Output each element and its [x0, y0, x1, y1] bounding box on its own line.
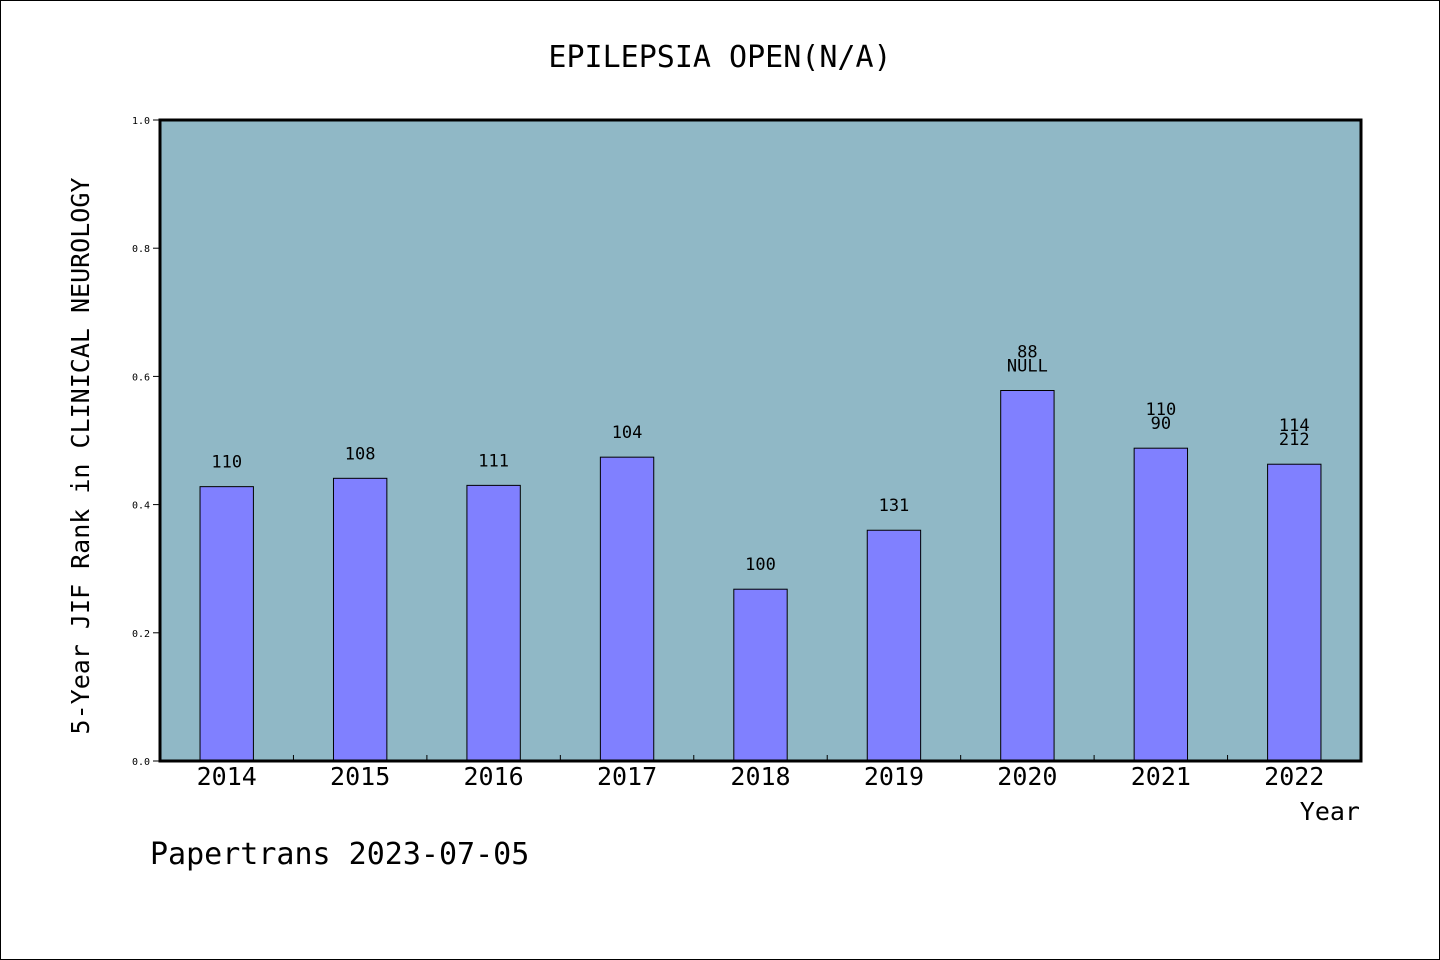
bar-2020: [1000, 390, 1055, 762]
bar-label-2020: NULL: [1007, 357, 1048, 377]
footer-text: Papertrans 2023-07-05: [150, 837, 529, 872]
bar-2017: [599, 456, 655, 762]
bar-2018: [733, 588, 788, 762]
x-tick-label-2019: 2019: [864, 762, 924, 791]
x-tick-label-2016: 2016: [464, 762, 524, 791]
y-tick-label-0.2: 0.2: [132, 629, 150, 640]
y-tick-label-1.0: 1.0: [132, 116, 150, 127]
bar-label-top-2020: 88: [1017, 343, 1037, 363]
bar-2019: [866, 529, 922, 762]
bar-2021: [1133, 447, 1189, 762]
bar-2014: [199, 486, 254, 762]
bar-label-top-2021: 110: [1145, 400, 1176, 420]
y-axis-label: 5-Year JIF Rank in CLINICAL NEUROLOGY: [66, 178, 95, 735]
bar-2016: [466, 484, 521, 762]
x-tick-label-2021: 2021: [1131, 762, 1191, 791]
ticks-layer: 2014 2015 2016 2017 2018 2019 2020 2021 2022 0.0 0…: [132, 116, 1324, 791]
x-tick-label-2014: 2014: [197, 762, 257, 791]
bar-label-2014: 110: [211, 453, 242, 473]
chart-title: EPILEPSIA OPEN(N/A): [548, 40, 891, 75]
plot-frame: [158, 118, 1363, 763]
x-tick-label-2017: 2017: [597, 762, 657, 791]
bar-label-2021: 90: [1151, 414, 1171, 434]
x-tick-label-2020: 2020: [997, 762, 1057, 791]
bar-label-2022: 212: [1279, 430, 1310, 450]
x-tick-label-2018: 2018: [730, 762, 790, 791]
y-tick-label-0.6: 0.6: [132, 372, 150, 383]
x-tick-label-2022: 2022: [1264, 762, 1324, 791]
bar-2022: [1267, 463, 1322, 762]
y-tick-label-0.4: 0.4: [132, 501, 150, 512]
bar-2015: [332, 477, 388, 762]
x-tick-label-2015: 2015: [330, 762, 390, 791]
y-tick-label-0.8: 0.8: [132, 244, 150, 255]
bar-label-2015: 108: [345, 444, 376, 464]
x-axis-label: Year: [1300, 797, 1360, 826]
bar-label-2017: 104: [612, 423, 643, 443]
y-tick-label-0.0: 0.0: [132, 757, 150, 768]
bar-label-2016: 111: [478, 451, 509, 471]
bar-label-top-2022: 114: [1279, 416, 1310, 436]
bar-label-2018: 100: [745, 555, 776, 575]
bar-label-2019: 131: [879, 496, 910, 516]
